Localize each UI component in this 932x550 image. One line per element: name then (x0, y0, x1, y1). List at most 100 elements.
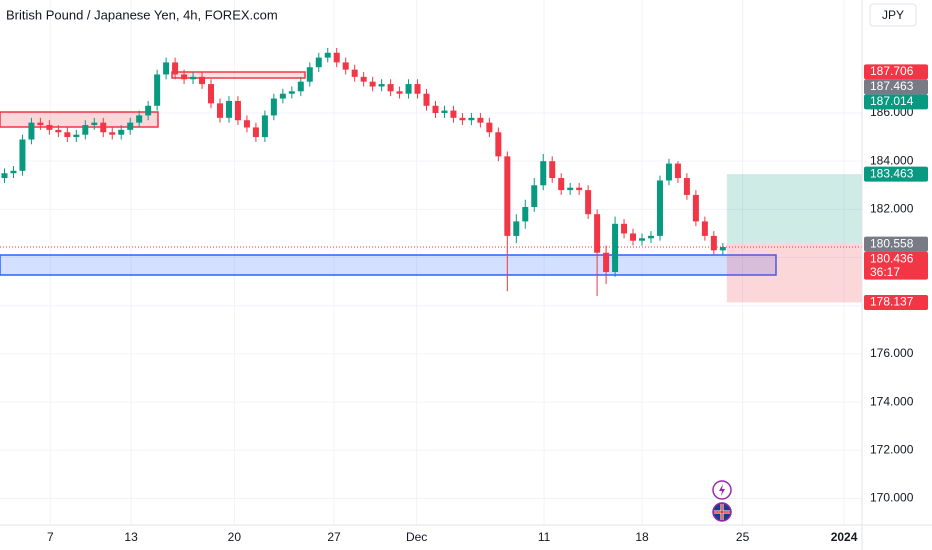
candle-body (621, 223, 628, 234)
position-tool (0, 174, 862, 303)
candle-body (630, 233, 637, 241)
candle-body (567, 187, 574, 191)
candle-body (486, 122, 493, 133)
candle-body (82, 125, 89, 135)
candle-body (333, 52, 340, 63)
price-label-box (864, 64, 928, 80)
event-icon-bolt (719, 484, 725, 496)
candle-body (639, 238, 646, 241)
price-label: 178.137 (870, 295, 914, 309)
candle-body (225, 100, 232, 118)
candle-body (459, 117, 466, 121)
currency-box[interactable] (869, 3, 917, 27)
candle-body (665, 163, 672, 181)
price-label: 187.014 (870, 94, 914, 108)
candle-body (647, 235, 654, 239)
chart-title: British Pound / Japanese Yen, 4h, FOREX.… (6, 7, 278, 22)
x-tick-label: 18 (635, 530, 649, 544)
stop-zone (726, 244, 862, 303)
candle-body (351, 69, 358, 77)
candle-body (710, 235, 717, 251)
candle-body (396, 91, 403, 94)
candle-body (270, 98, 277, 116)
flag-cross-red (714, 504, 730, 520)
candle-body (692, 194, 699, 222)
candle-body (154, 74, 161, 106)
candle-body (342, 62, 349, 70)
candle-body (522, 206, 529, 222)
candle-body (594, 214, 601, 253)
candle-body (549, 161, 556, 179)
candle-body (576, 187, 583, 191)
candle-body (145, 105, 152, 116)
price-label: 183.463 (870, 166, 914, 180)
candle-body (324, 52, 331, 58)
candle-body (513, 221, 520, 236)
price-label-box (864, 236, 928, 252)
candle-body (495, 132, 502, 157)
y-tick-label: 184.000 (870, 153, 914, 167)
candle-body (28, 122, 35, 140)
candle-body (64, 132, 71, 138)
candle-body (585, 190, 592, 215)
candle-body (441, 110, 448, 113)
x-tick-label: 20 (228, 530, 242, 544)
candle-body (387, 84, 394, 92)
candle-body (450, 110, 457, 118)
candle-body (55, 129, 62, 133)
candle-body (252, 127, 259, 138)
price-label: 187.463 (870, 79, 914, 93)
candle-body (1, 173, 8, 179)
candle-body (46, 125, 53, 130)
candle-body (405, 84, 412, 94)
candle-body (414, 84, 421, 94)
price-label-box (864, 166, 928, 182)
candle-body (468, 117, 475, 121)
candle-body (216, 103, 223, 118)
price-label-box (864, 94, 928, 110)
candle-body (432, 105, 439, 113)
candle-body (100, 122, 107, 133)
candle-body (540, 161, 547, 186)
candle-body (297, 81, 304, 92)
y-tick-label: 176.000 (870, 346, 914, 360)
candle-body (306, 67, 313, 82)
candle-body (208, 84, 215, 104)
candle-body (199, 76, 206, 85)
candle-body (369, 81, 376, 87)
candle-body (127, 122, 134, 130)
candle-body (504, 156, 511, 236)
candle-body (190, 76, 197, 80)
candle-body (477, 117, 484, 123)
x-tick-label: 7 (47, 530, 54, 544)
candle-body (683, 178, 690, 195)
candle-body (10, 170, 17, 174)
y-tick-label: 172.000 (870, 442, 914, 456)
price-label: 187.706 (870, 64, 914, 78)
candle-body (288, 91, 295, 94)
zone-box (171, 71, 306, 79)
candle-body (378, 84, 385, 87)
candle-body (37, 122, 44, 126)
price-label: 180.436 (870, 251, 914, 265)
x-tick-label: 11 (538, 530, 551, 544)
candle-body (719, 247, 726, 251)
candle-body (19, 139, 26, 171)
y-tick-label: 182.000 (870, 202, 914, 216)
candle-body (91, 122, 98, 126)
candle-body (136, 115, 143, 123)
grid (0, 0, 862, 525)
y-tick-label: 174.000 (870, 394, 914, 408)
candle-body (423, 93, 430, 106)
candle-body (109, 132, 116, 135)
candle-body (163, 62, 170, 75)
candle-body (603, 252, 610, 273)
currency[interactable]: JPY (882, 8, 904, 22)
candle-body (73, 134, 80, 138)
price-label-box (864, 251, 928, 280)
candles (1, 47, 726, 297)
candle-body (558, 178, 565, 191)
price-label-box (864, 294, 928, 310)
zone-box (0, 111, 159, 128)
